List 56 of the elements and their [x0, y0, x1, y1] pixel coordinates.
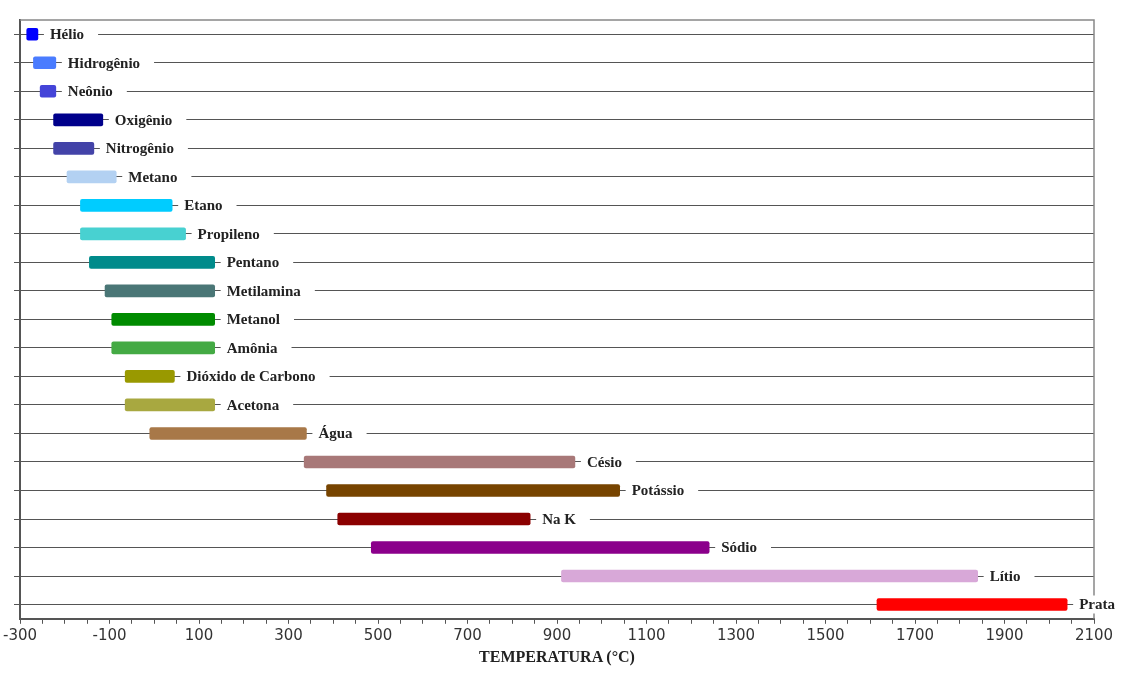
y-tick-label: Oxigênio: [114, 111, 173, 128]
y-tick-label: Metano: [128, 168, 178, 185]
y-tick-label: Hidrogênio: [67, 54, 141, 71]
bar: [33, 56, 57, 70]
x-tick-label: 1100: [627, 625, 666, 644]
bar: [53, 141, 95, 155]
bar: [303, 455, 576, 469]
bar: [80, 227, 186, 241]
x-tick-label: 1300: [716, 625, 756, 644]
bar: [111, 341, 216, 355]
y-tick-label: Amônia: [226, 339, 279, 356]
x-tick-label: -300: [3, 625, 38, 644]
y-tick-label: Metanol: [226, 311, 281, 328]
bar: [124, 398, 216, 412]
bar: [149, 427, 307, 440]
x-tick-label: -100: [92, 625, 127, 644]
y-tick-label: Etano: [184, 197, 223, 214]
y-tick-label: Sódio: [721, 539, 758, 556]
bar: [80, 199, 173, 212]
bar: [876, 598, 1068, 611]
x-tick-label: 500: [363, 625, 393, 644]
y-tick-label: Água: [318, 425, 354, 442]
bar: [124, 370, 175, 383]
x-tick-label: 300: [274, 625, 303, 644]
y-tick-label: Dióxido de Carbono: [186, 368, 316, 385]
x-tick-label: 1900: [985, 625, 1024, 644]
bar: [39, 84, 57, 98]
x-tick-label: 1500: [806, 625, 845, 644]
bar: [104, 284, 216, 298]
bar: [89, 256, 216, 269]
bar: [53, 113, 104, 127]
x-axis-title: TEMPERATURA (°C): [479, 647, 635, 666]
y-tick-label: Nitrogênio: [105, 140, 174, 157]
y-tick-label: Potássio: [631, 482, 685, 499]
x-tick-label: 1700: [895, 625, 935, 644]
y-tick-label: Metilamina: [226, 282, 302, 299]
bar: [561, 569, 978, 583]
x-tick-label: 900: [542, 625, 572, 644]
y-tick-label: Neônio: [67, 83, 113, 100]
y-tick-label: Pentano: [226, 254, 280, 271]
y-tick-label: Acetona: [226, 396, 280, 413]
bar: [326, 484, 620, 497]
x-tick-label: 700: [453, 625, 482, 644]
y-tick-label: Lítio: [989, 567, 1021, 584]
x-tick-label: 2100: [1074, 625, 1114, 644]
y-tick-label: Césio: [586, 453, 622, 470]
y-tick-label: Hélio: [49, 26, 85, 43]
bar: [66, 170, 117, 184]
bar: [370, 541, 710, 554]
x-tick-label: 100: [184, 625, 214, 644]
y-tick-label: Propileno: [197, 225, 260, 242]
bar: [111, 313, 216, 326]
bar: [26, 27, 39, 41]
y-tick-label: Na K: [542, 510, 577, 527]
y-tick-label: Prata: [1079, 596, 1116, 613]
bar: [337, 512, 531, 526]
